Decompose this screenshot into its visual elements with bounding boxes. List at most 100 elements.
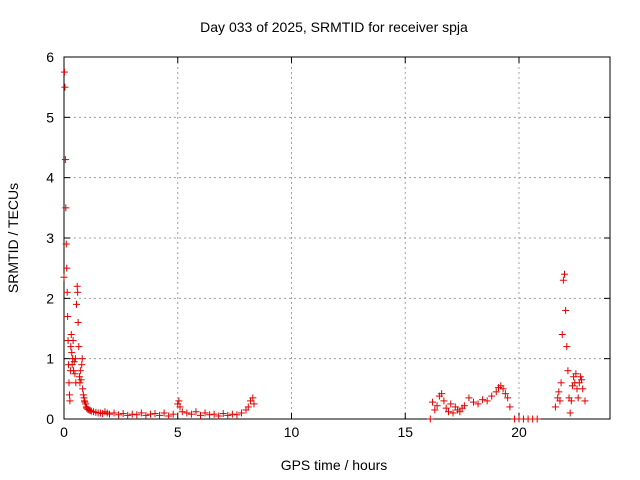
data-point: [75, 373, 83, 381]
data-point: [556, 397, 564, 405]
data-point: [74, 318, 82, 326]
data-point: [572, 370, 580, 378]
data-point: [65, 391, 73, 399]
x-tick-label: 10: [284, 424, 300, 440]
data-point: [68, 349, 76, 357]
data-point: [215, 412, 223, 420]
data-point: [67, 331, 75, 339]
data-point: [470, 398, 477, 406]
data-point: [449, 409, 457, 417]
data-point: [558, 331, 566, 339]
y-tick-label: 5: [46, 109, 54, 125]
data-point: [492, 388, 500, 396]
data-point: [506, 403, 514, 411]
data-point: [578, 376, 586, 384]
data-point: [75, 343, 83, 351]
data-point: [146, 410, 154, 418]
data-point: [249, 394, 257, 402]
data-point: [533, 415, 541, 423]
data-point: [71, 355, 79, 363]
data-point: [64, 312, 72, 320]
data-point: [65, 379, 73, 387]
data-point: [433, 402, 441, 410]
data-point: [133, 411, 141, 419]
data-point: [86, 407, 94, 415]
data-point: [119, 410, 127, 418]
y-tick-label: 1: [46, 351, 54, 367]
data-point: [61, 156, 69, 164]
data-series: [60, 68, 589, 423]
data-point: [70, 367, 78, 375]
x-tick-label: 5: [174, 424, 182, 440]
data-point: [244, 403, 252, 411]
data-point: [576, 373, 584, 381]
data-point: [574, 394, 582, 402]
data-point: [187, 410, 195, 418]
data-point: [60, 273, 68, 281]
data-point: [160, 409, 168, 417]
data-point: [426, 415, 434, 423]
data-point: [483, 397, 491, 405]
data-point: [63, 264, 71, 272]
data-point: [74, 288, 82, 296]
data-point: [562, 306, 570, 314]
data-point: [561, 270, 568, 278]
data-point: [128, 410, 136, 418]
data-point: [66, 397, 74, 405]
data-point: [474, 400, 482, 408]
data-point: [192, 408, 200, 416]
data-point: [250, 400, 258, 408]
data-point: [488, 392, 496, 400]
data-point: [70, 358, 78, 366]
data-point: [67, 343, 75, 351]
chart-title: Day 033 of 2025, SRMTID for receiver spj…: [200, 19, 468, 35]
data-point: [559, 276, 567, 284]
data-point: [431, 406, 439, 414]
data-point: [438, 390, 446, 398]
data-point: [69, 337, 77, 345]
data-point: [555, 388, 563, 396]
data-point: [106, 410, 113, 418]
data-point: [460, 402, 468, 410]
data-point: [233, 411, 241, 419]
data-point: [71, 370, 79, 378]
data-point: [82, 400, 90, 408]
data-point: [63, 288, 71, 296]
data-point: [440, 397, 448, 405]
data-point: [206, 411, 214, 419]
x-axis-label: GPS time / hours: [281, 457, 388, 473]
data-point: [73, 300, 81, 308]
data-point: [557, 379, 565, 387]
y-tick-label: 6: [46, 49, 54, 65]
data-point: [563, 343, 571, 351]
x-tick-label: 15: [397, 424, 413, 440]
data-point: [76, 367, 84, 375]
data-point: [156, 411, 164, 419]
data-point: [447, 400, 455, 408]
tick-labels: 0 5 10 15 20 0 1 2 3 4 5 6: [46, 49, 527, 440]
data-point: [76, 379, 84, 387]
data-point: [115, 411, 123, 419]
data-point: [73, 282, 81, 290]
data-point: [228, 410, 236, 418]
x-tick-label: 20: [511, 424, 527, 440]
data-point: [79, 385, 87, 393]
data-point: [79, 391, 87, 399]
data-point: [77, 376, 85, 384]
data-point: [124, 411, 132, 419]
data-point: [183, 409, 191, 417]
data-point: [62, 204, 70, 212]
data-point: [62, 240, 70, 248]
data-point: [178, 408, 186, 416]
data-point: [219, 410, 227, 418]
data-point: [60, 68, 68, 76]
data-point: [579, 385, 587, 393]
grid: [64, 57, 610, 419]
data-point: [564, 367, 572, 375]
data-point: [210, 410, 218, 418]
y-tick-label: 3: [46, 230, 54, 246]
y-axis-label: SRMTID / TECUs: [5, 183, 21, 293]
data-point: [78, 361, 86, 369]
data-point: [501, 390, 509, 398]
